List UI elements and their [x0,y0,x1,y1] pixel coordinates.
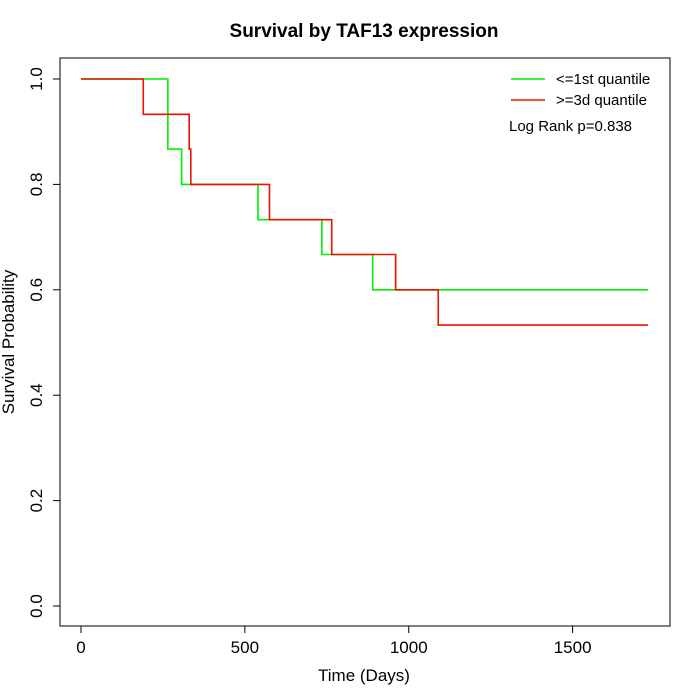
series-high-quantile-curve [81,78,648,326]
x-tick-label: 1000 [390,638,428,657]
y-tick-label: 1.0 [27,67,46,91]
legend-label-low: <=1st quantile [556,71,650,88]
plot-frame [59,57,671,627]
x-tick-label: 0 [76,638,85,657]
y-axis: 0.0 0.2 0.4 0.6 0.8 1.0 [27,67,61,618]
log-rank-annotation: Log Rank p=0.838 [509,118,632,135]
x-tick-label: 1500 [554,638,592,657]
x-axis: 0 500 1000 1500 [76,625,592,657]
series-low-quantile-curve [81,78,648,291]
legend-label-high: >=3d quantile [556,92,647,109]
series-layer [81,78,648,326]
legend: <=1st quantile >=3d quantile [511,71,650,109]
chart-title: Survival by TAF13 expression [230,21,499,42]
x-tick-label: 500 [231,638,259,657]
y-tick-label: 0.8 [27,173,46,197]
x-axis-label: Time (Days) [318,666,410,685]
y-tick-label: 0.6 [27,278,46,302]
y-axis-label: Survival Probability [0,269,18,414]
y-tick-label: 0.2 [27,489,46,513]
y-tick-label: 0.0 [27,594,46,618]
y-tick-label: 0.4 [27,383,46,407]
